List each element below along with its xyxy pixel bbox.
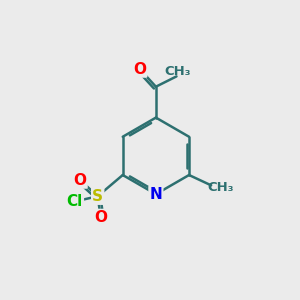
Text: O: O <box>74 172 86 188</box>
Text: O: O <box>133 61 146 76</box>
Text: CH₃: CH₃ <box>207 181 234 194</box>
Text: N: N <box>149 187 162 202</box>
Text: O: O <box>94 210 107 225</box>
Text: CH₃: CH₃ <box>164 64 190 78</box>
Text: Cl: Cl <box>67 194 83 209</box>
Text: S: S <box>92 189 103 204</box>
